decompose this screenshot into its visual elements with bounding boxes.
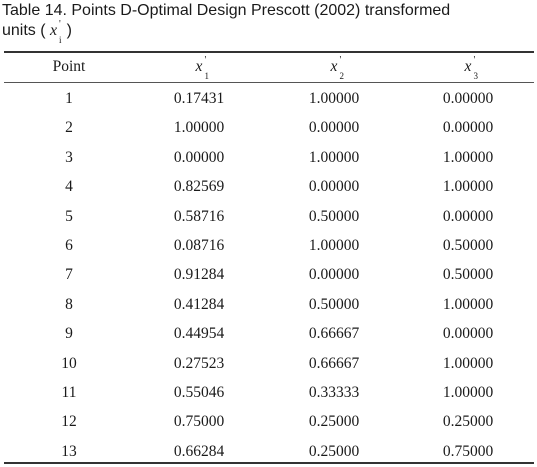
cell-x2: 0.50000 — [308, 207, 360, 225]
caption-suffix: ) — [62, 22, 72, 39]
table-row: 3 0.00000 1.00000 1.00000 — [4, 143, 534, 172]
cell-x1: 0.75000 — [173, 413, 225, 431]
cell-x2: 0.66667 — [308, 325, 360, 343]
cell-x2: 0.66667 — [308, 354, 360, 372]
table-caption: Table 14. Points D-Optimal Design Presco… — [2, 1, 534, 45]
cell-point: 6 — [65, 237, 73, 254]
cell-x3: 0.00000 — [442, 207, 494, 225]
cell-x3: 1.00000 — [442, 354, 494, 372]
table-row: 4 0.82569 0.00000 1.00000 — [4, 172, 534, 201]
cell-x3: 0.50000 — [442, 266, 494, 284]
cell-point: 7 — [65, 266, 73, 284]
header-x2-prime: ' — [339, 55, 342, 66]
cell-x1: 0.08716 — [173, 237, 225, 254]
header-x1-var: x — [195, 58, 203, 75]
table-row: 13 0.66284 0.25000 0.75000 — [4, 437, 534, 466]
cell-point: 8 — [65, 295, 73, 313]
cell-x3: 1.00000 — [442, 148, 494, 166]
cell-x1: 0.27523 — [173, 354, 225, 372]
cell-point: 5 — [65, 207, 73, 225]
cell-x1: 0.82569 — [173, 178, 225, 196]
caption-line-2: units ( x ' i ) — [2, 19, 534, 45]
table-header-rule — [4, 82, 534, 83]
cell-x2: 0.00000 — [308, 119, 360, 137]
table-row: 8 0.41284 0.50000 1.00000 — [4, 290, 534, 319]
cell-x2: 0.33333 — [308, 384, 360, 401]
header-x1: x ' 1 — [134, 55, 264, 81]
caption-line-1: Table 14. Points D-Optimal Design Presco… — [2, 2, 451, 19]
caption-symbol-subscript: i — [59, 35, 62, 45]
cell-x3: 0.50000 — [442, 237, 494, 254]
cell-point: 3 — [65, 148, 73, 166]
header-x3-var: x — [464, 58, 472, 75]
cell-point: 2 — [65, 119, 73, 137]
cell-x1: 0.66284 — [173, 442, 225, 460]
cell-x3: 0.00000 — [442, 90, 494, 107]
header-x2-sub: 2 — [339, 71, 345, 81]
cell-x1: 0.44954 — [173, 325, 225, 343]
cell-x3: 0.00000 — [442, 119, 494, 137]
cell-point: 13 — [61, 442, 77, 460]
cell-x3: 1.00000 — [442, 295, 494, 313]
cell-x2: 0.00000 — [308, 266, 360, 284]
caption-symbol-prime: ' — [59, 19, 61, 30]
cell-x2: 0.25000 — [308, 413, 360, 431]
table-row: 9 0.44954 0.66667 0.00000 — [4, 319, 534, 348]
table-row: 2 1.00000 0.00000 0.00000 — [4, 113, 534, 142]
header-x3-prime: ' — [473, 55, 476, 66]
table-row: 10 0.27523 0.66667 1.00000 — [4, 349, 534, 378]
caption-symbol-letter: x — [50, 22, 58, 39]
table-row: 7 0.91284 0.00000 0.50000 — [4, 260, 534, 289]
header-x3-sub: 3 — [473, 71, 479, 81]
cell-point: 11 — [61, 384, 77, 401]
cell-x3: 1.00000 — [442, 384, 494, 401]
cell-x3: 0.00000 — [442, 325, 494, 343]
table-top-rule — [4, 51, 534, 53]
header-x1-prime: ' — [204, 55, 207, 66]
cell-x1: 1.00000 — [173, 119, 225, 137]
cell-x1: 0.58716 — [173, 207, 225, 225]
cell-x2: 0.50000 — [308, 295, 360, 313]
cell-point: 1 — [65, 90, 73, 107]
cell-x2: 0.00000 — [308, 178, 360, 196]
cell-point: 9 — [65, 325, 73, 343]
table-row: 12 0.75000 0.25000 0.25000 — [4, 407, 534, 436]
header-x2: x ' 2 — [269, 55, 399, 81]
caption-symbol: x ' i — [50, 19, 62, 45]
cell-x1: 0.55046 — [173, 384, 225, 401]
caption-prefix: units ( — [2, 22, 51, 39]
cell-point: 12 — [61, 413, 77, 431]
table-row: 1 0.17431 1.00000 0.00000 — [4, 84, 534, 113]
cell-x1: 0.41284 — [173, 295, 225, 313]
header-x3: x ' 3 — [402, 55, 534, 81]
cell-x2: 1.00000 — [308, 90, 360, 107]
cell-x3: 0.25000 — [442, 413, 494, 431]
cell-x1: 0.91284 — [173, 266, 225, 284]
header-x1-sub: 1 — [204, 71, 210, 81]
cell-point: 10 — [61, 354, 77, 372]
cell-x3: 0.75000 — [442, 442, 494, 460]
table-bottom-rule — [4, 462, 534, 464]
cell-x2: 1.00000 — [308, 237, 360, 254]
table-header-row: Point x ' 1 x ' 2 x ' 3 — [4, 55, 534, 81]
cell-x1: 0.00000 — [173, 148, 225, 166]
cell-x1: 0.17431 — [173, 90, 225, 107]
table-row: 5 0.58716 0.50000 0.00000 — [4, 202, 534, 231]
header-x2-var: x — [330, 58, 338, 75]
header-point: Point — [52, 58, 86, 75]
cell-point: 4 — [65, 178, 73, 196]
cell-x3: 1.00000 — [442, 178, 494, 196]
table-row: 6 0.08716 1.00000 0.50000 — [4, 231, 534, 260]
cell-x2: 0.25000 — [308, 442, 360, 460]
table-row: 11 0.55046 0.33333 1.00000 — [4, 378, 534, 407]
cell-x2: 1.00000 — [308, 148, 360, 166]
